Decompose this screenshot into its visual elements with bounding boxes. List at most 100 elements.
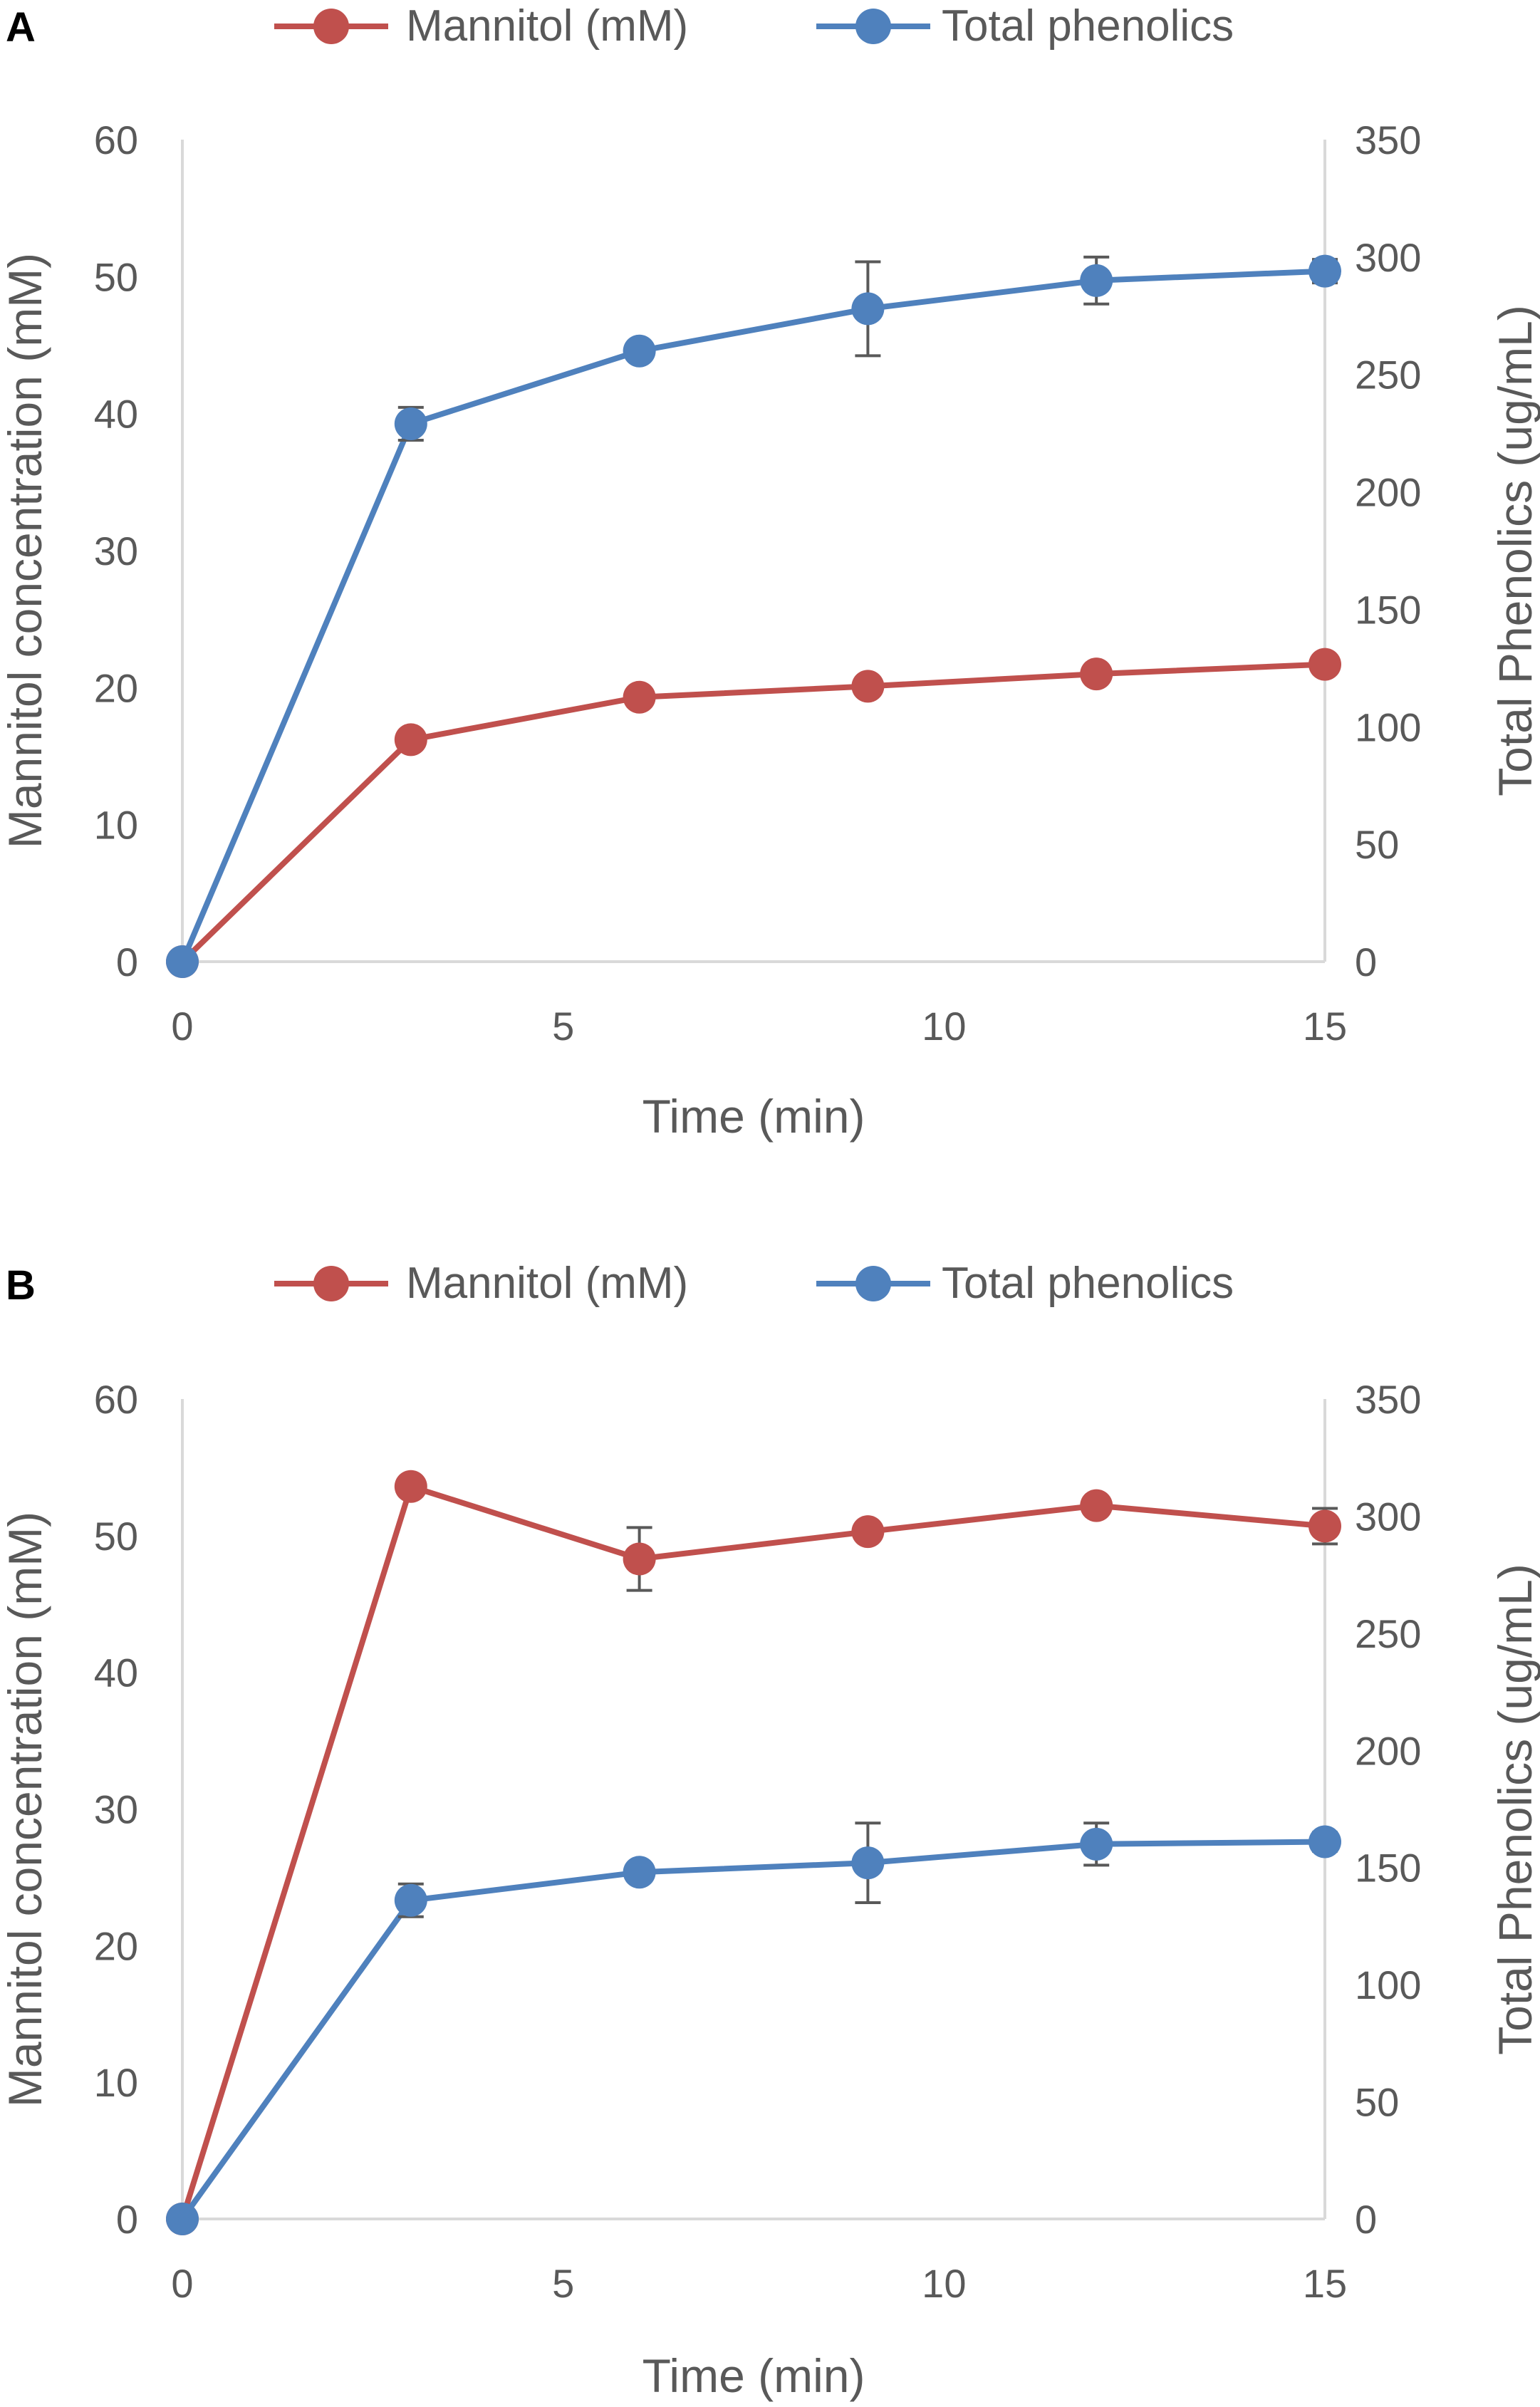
- x-tick-label: 5: [552, 2261, 574, 2306]
- legend-marker-mannitol: [313, 1266, 349, 1301]
- y-left-tick-label: 60: [94, 1377, 138, 1422]
- x-tick-label: 15: [1303, 1004, 1347, 1049]
- y-left-tick-label: 20: [94, 1923, 138, 1968]
- y-right-tick-label: 300: [1355, 235, 1421, 280]
- y-right-tick-label: 250: [1355, 353, 1421, 397]
- y-right-tick-label: 50: [1355, 822, 1399, 867]
- plot-area: [166, 1470, 1341, 2235]
- series-total-phenolics: [166, 254, 1341, 978]
- legend-marker-total-phenolics: [855, 1266, 891, 1301]
- x-tick-label: 5: [552, 1004, 574, 1049]
- data-point: [394, 723, 427, 757]
- y-axis-right-title: Total Phenolics (ug/mL): [1489, 1564, 1540, 2055]
- y-left-tick-label: 0: [116, 2197, 138, 2242]
- y-right-tick-label: 50: [1355, 2080, 1399, 2125]
- y-left-tick-label: 60: [94, 118, 138, 162]
- series-line-total-phenolics: [180, 268, 1328, 965]
- x-tick-label: 0: [171, 2261, 193, 2306]
- y-axis-left-title: Mannitol concentration (mM): [0, 253, 51, 848]
- series-total-phenolics: [166, 1821, 1341, 2235]
- data-point: [851, 670, 885, 703]
- y-axis-left-ticks: 0 10 20 30 40 50 60: [94, 1377, 138, 2242]
- data-point: [851, 1846, 885, 1880]
- legend-marker-mannitol: [313, 9, 349, 44]
- y-axis-left-ticks: 0 10 20 30 40 50 60: [94, 118, 138, 984]
- data-point: [1080, 264, 1113, 297]
- legend-label-total-phenolics: Total phenolics: [942, 1, 1234, 51]
- y-left-tick-label: 0: [116, 940, 138, 984]
- y-left-tick-label: 30: [94, 529, 138, 573]
- y-right-tick-label: 100: [1355, 1962, 1421, 2007]
- legend-item-mannitol[interactable]: Mannitol (mM): [274, 1, 688, 51]
- y-right-tick-label: 300: [1355, 1494, 1421, 1539]
- y-axis-left-title: Mannitol concentration (mM): [0, 1512, 51, 2107]
- y-left-tick-label: 40: [94, 1650, 138, 1695]
- series-line-mannitol-mm: [180, 661, 1328, 965]
- y-right-tick-label: 350: [1355, 118, 1421, 162]
- x-axis-ticks: 0 5 10 15: [171, 2261, 1347, 2306]
- legend-label-mannitol: Mannitol (mM): [406, 1, 688, 51]
- y-right-tick-label: 150: [1355, 1846, 1421, 1891]
- y-right-tick-label: 150: [1355, 587, 1421, 632]
- data-point: [394, 1883, 427, 1917]
- x-tick-label: 0: [171, 1004, 193, 1049]
- x-tick-label: 15: [1303, 2261, 1347, 2306]
- data-point: [1080, 1489, 1113, 1522]
- y-left-tick-label: 10: [94, 2060, 138, 2105]
- series-line-total-phenolics: [180, 1839, 1328, 2222]
- y-left-tick-label: 50: [94, 254, 138, 299]
- y-right-tick-label: 0: [1355, 2197, 1377, 2242]
- series-mannitol-mm: [166, 1470, 1341, 2235]
- y-right-tick-label: 200: [1355, 470, 1421, 515]
- y-axis-right-ticks: 0 50 100 150 200 250 300 350: [1355, 1377, 1421, 2242]
- data-point: [1309, 1509, 1341, 1543]
- y-left-tick-label: 10: [94, 803, 138, 848]
- y-left-tick-label: 30: [94, 1787, 138, 1832]
- legend-marker-total-phenolics: [855, 9, 891, 44]
- data-point: [623, 680, 656, 714]
- panel-label: B: [6, 1262, 36, 1309]
- y-right-tick-label: 0: [1355, 940, 1377, 984]
- y-right-tick-label: 350: [1355, 1377, 1421, 1422]
- legend: Mannitol (mM) Total phenolics: [274, 1259, 1234, 1308]
- data-point: [1309, 648, 1341, 681]
- legend-item-total-phenolics[interactable]: Total phenolics: [816, 1259, 1234, 1308]
- data-point: [1309, 1825, 1341, 1858]
- data-point: [851, 1515, 885, 1549]
- legend: Mannitol (mM) Total phenolics: [274, 1, 1234, 51]
- legend-item-mannitol[interactable]: Mannitol (mM): [274, 1259, 688, 1308]
- y-right-tick-label: 250: [1355, 1611, 1421, 1656]
- data-point: [1309, 254, 1341, 288]
- y-axis-right-title: Total Phenolics (ug/mL): [1489, 305, 1540, 796]
- data-point: [1080, 657, 1113, 691]
- panel-label: A: [6, 4, 36, 51]
- data-point: [394, 1470, 427, 1503]
- y-left-tick-label: 20: [94, 665, 138, 710]
- x-tick-label: 10: [922, 2261, 966, 2306]
- chart-panel-b: B Mannitol (mM) Total phenolics 0 10 20 30 4…: [0, 1259, 1540, 2402]
- data-point: [623, 1542, 656, 1576]
- data-point: [623, 1856, 656, 1889]
- y-left-tick-label: 50: [94, 1514, 138, 1559]
- data-point: [166, 945, 199, 978]
- y-right-tick-label: 100: [1355, 705, 1421, 749]
- data-point: [1080, 1827, 1113, 1861]
- data-point: [166, 2203, 199, 2235]
- series-mannitol-mm: [166, 648, 1341, 978]
- legend-label-total-phenolics: Total phenolics: [942, 1259, 1234, 1308]
- x-axis-ticks: 0 5 10 15: [171, 1004, 1347, 1049]
- chart-panel-a: A Mannitol (mM) Total phenolics 0 10 20 30 4…: [0, 1, 1540, 1143]
- plot-area: [166, 254, 1341, 978]
- data-point: [394, 407, 427, 440]
- legend-item-total-phenolics[interactable]: Total phenolics: [816, 1, 1234, 51]
- x-axis-title: Time (min): [642, 1090, 865, 1143]
- data-point: [851, 292, 885, 326]
- y-axis-right-ticks: 0 50 100 150 200 250 300 350: [1355, 118, 1421, 984]
- legend-label-mannitol: Mannitol (mM): [406, 1259, 688, 1308]
- x-axis-title: Time (min): [642, 2349, 865, 2402]
- y-left-tick-label: 40: [94, 392, 138, 437]
- y-right-tick-label: 200: [1355, 1728, 1421, 1773]
- x-tick-label: 10: [922, 1004, 966, 1049]
